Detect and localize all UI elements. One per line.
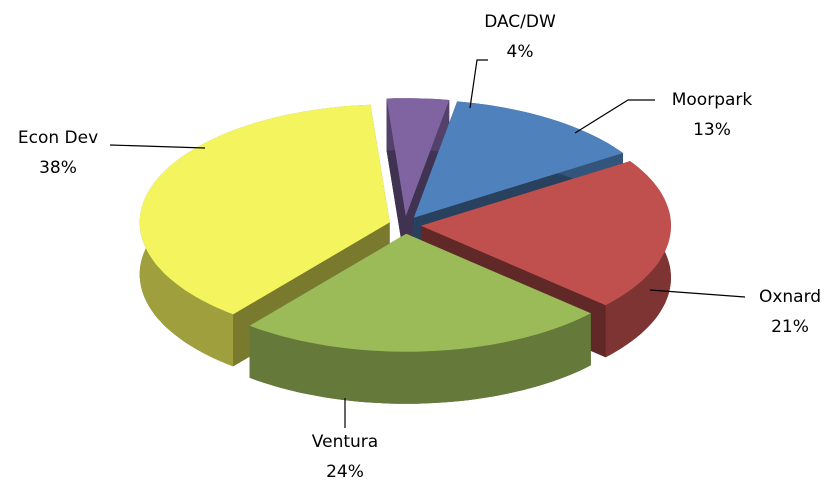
leader-line — [469, 59, 488, 109]
leader-line — [109, 144, 206, 149]
slice-value-label: 4% — [507, 42, 534, 62]
slice-top — [420, 161, 671, 306]
slice-top — [386, 98, 450, 217]
slice — [249, 233, 591, 404]
slice-label: Ventura — [312, 432, 378, 452]
slice-value-label: 13% — [693, 120, 731, 140]
slice-label: Moorpark — [672, 90, 753, 110]
slice-label: Econ Dev — [18, 128, 98, 148]
slice-top — [249, 233, 591, 352]
slice-top — [413, 101, 623, 218]
slice-label: DAC/DW — [484, 12, 556, 32]
slice-label: Oxnard — [759, 287, 821, 307]
slice-value-label: 24% — [326, 462, 364, 482]
slice-top — [139, 104, 390, 315]
slice-wall — [249, 313, 591, 404]
leader-line — [574, 99, 655, 134]
slice-value-label: 38% — [39, 158, 77, 178]
leader-line — [649, 289, 746, 298]
slice-value-label: 21% — [771, 317, 809, 337]
